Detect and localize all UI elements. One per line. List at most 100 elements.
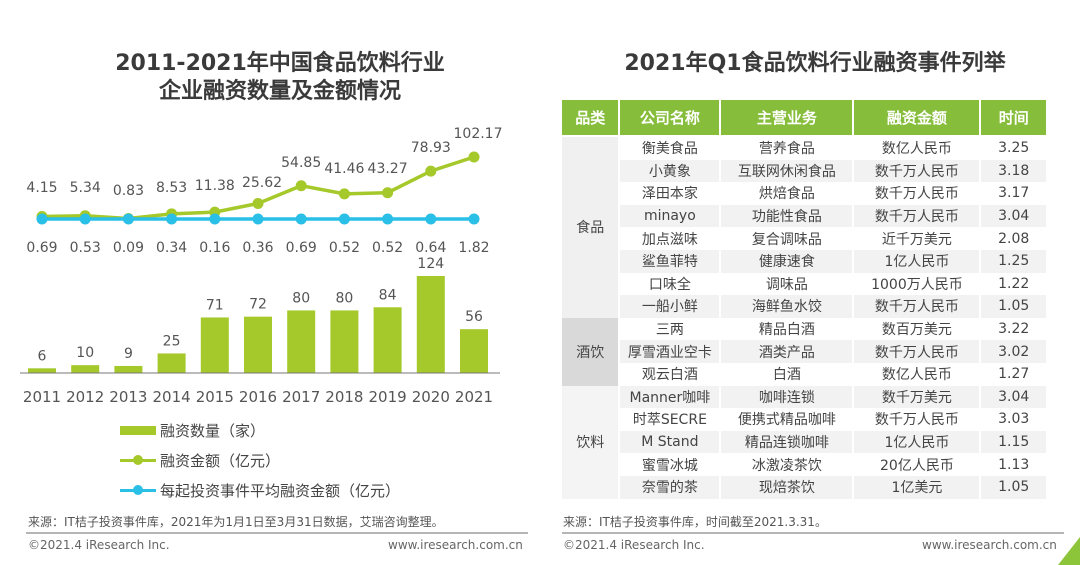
amount-cell: 数千万人民币	[854, 340, 980, 363]
right-table-title: 2021年Q1食品饮料行业融资事件列举	[624, 51, 1006, 76]
average-value-label: 0.34	[156, 240, 187, 256]
x-tick-label: 2019	[369, 388, 407, 406]
time-cell: 2.08	[981, 227, 1046, 250]
average-value-label: 0.64	[415, 240, 446, 256]
left-chart-title: 2011-2021年中国食品饮料行业 企业融资数量及金额情况	[20, 50, 540, 106]
time-cell: 3.04	[981, 204, 1046, 228]
right-website-link[interactable]: www.iresearch.com.cn	[922, 538, 1057, 552]
amount-cell: 数千万人民币	[854, 408, 980, 431]
x-tick-label: 2011	[23, 388, 61, 406]
category-cell: 饮料	[562, 385, 619, 499]
category-cell: 食品	[562, 137, 619, 318]
time-cell: 3.17	[981, 182, 1046, 205]
x-tick-label: 2021	[455, 388, 493, 406]
average-value-label: 0.09	[113, 240, 144, 256]
x-tick-label: 2020	[412, 388, 450, 406]
legend-bar-swatch-icon	[120, 425, 156, 435]
amount-cell: 1亿人民币	[854, 249, 980, 273]
bar-2017	[287, 310, 316, 373]
average-point	[338, 213, 350, 225]
amount-point	[295, 180, 307, 192]
x-tick-label: 2012	[66, 388, 104, 406]
bar-value-label: 9	[124, 346, 133, 362]
average-point	[425, 213, 437, 225]
time-cell: 1.15	[981, 430, 1046, 454]
average-value-label: 0.69	[26, 240, 57, 256]
right-copyright: ©2021.4 iResearch Inc.	[563, 538, 705, 552]
time-cell: 1.05	[981, 475, 1046, 499]
company-cell: 一船小鲜	[620, 295, 720, 318]
table-body: 食品 衡美食品 营养食品 数亿人民币 3.25 小黄象 互联网休闲食品 数千万人民币 3.18 泽…	[562, 137, 1046, 499]
average-value-label: 0.53	[70, 240, 101, 256]
left-title-line1: 2011-2021年中国食品饮料行业	[115, 51, 445, 76]
business-cell: 健康速食	[721, 249, 853, 273]
business-cell: 冰激凌茶饮	[721, 453, 853, 476]
time-cell: 1.05	[981, 295, 1046, 318]
bar-value-label: 124	[417, 256, 444, 272]
table-row: 厚雪酒业空卡 酒类产品 数千万人民币 3.02	[562, 340, 1046, 363]
x-tick-label: 2015	[196, 388, 234, 406]
table-row: 鲨鱼菲特 健康速食 1亿人民币 1.25	[562, 249, 1046, 273]
table-row: 加点滋味 复合调味品 近千万美元 2.08	[562, 227, 1046, 250]
legend-blue-line-icon	[120, 484, 156, 496]
legend-label: 每起投资事件平均融资金额（亿元）	[160, 481, 401, 500]
business-cell: 调味品	[721, 272, 853, 296]
bar-2015	[200, 317, 229, 373]
amount-cell: 数千万人民币	[854, 204, 980, 228]
table-row: 泽田本家 烘焙食品 数千万人民币 3.17	[562, 182, 1046, 205]
table-row: 一船小鲜 海鲜鱼水饺 数千万人民币 1.05	[562, 295, 1046, 318]
company-cell: 加点滋味	[620, 227, 720, 250]
legend-item-count: 融资数量（家）	[120, 415, 400, 445]
business-cell: 精品连锁咖啡	[721, 430, 853, 454]
table-row: 饮料 Manner咖啡 咖啡连锁 数千万美元 3.04	[562, 385, 1046, 499]
business-cell: 酒类产品	[721, 340, 853, 363]
average-point	[468, 213, 480, 225]
amount-cell: 1亿美元	[854, 475, 980, 499]
amount-cell: 数亿人民币	[854, 137, 980, 160]
average-value-label: 0.69	[286, 240, 317, 256]
table-row: 酒饮 三两 精品白酒 数百万美元 3.22	[562, 317, 1046, 386]
company-cell: 时萃SECRE	[620, 408, 720, 431]
right-divider	[562, 532, 1064, 534]
business-cell: 复合调味品	[721, 227, 853, 250]
bar-value-label: 80	[335, 290, 353, 306]
business-cell: 精品白酒	[721, 317, 853, 341]
business-cell: 烘焙食品	[721, 182, 853, 205]
company-cell: 鲨鱼菲特	[620, 249, 720, 273]
funding-events-table: 品类 公司名称 主营业务 融资金额 时间 食品 衡美食品 营养食品 数亿人民币 3.25…	[560, 100, 1048, 499]
header-company: 公司名称	[620, 100, 720, 137]
time-cell: 1.22	[981, 272, 1046, 296]
company-cell: 奈雪的茶	[620, 475, 720, 499]
bar-2020	[416, 276, 445, 373]
amount-point	[338, 188, 350, 200]
company-cell: 衡美食品	[620, 137, 720, 160]
average-value-label: 1.82	[458, 240, 489, 256]
amount-cell: 数亿人民币	[854, 362, 980, 386]
header-category: 品类	[562, 100, 619, 137]
table-row: 时萃SECRE 便携式精品咖啡 数千万人民币 3.03	[562, 408, 1046, 431]
x-tick-label: 2016	[239, 388, 277, 406]
company-cell: 三两	[620, 317, 720, 341]
business-cell: 咖啡连锁	[721, 385, 853, 409]
amount-value-label: 25.62	[242, 175, 282, 191]
table-row: 奈雪的茶 现焙茶饮 1亿美元 1.05	[562, 475, 1046, 499]
x-tick-label: 2014	[153, 388, 191, 406]
amount-value-label: 0.83	[113, 183, 144, 199]
amount-point	[425, 165, 437, 177]
average-point	[209, 213, 221, 225]
left-website-link[interactable]: www.iresearch.com.cn	[388, 538, 523, 552]
average-point	[166, 213, 178, 225]
time-cell: 1.13	[981, 453, 1046, 476]
amount-point	[382, 187, 394, 199]
right-source-note: 来源：IT桔子投资事件库，时间截至2021.3.31。	[563, 515, 827, 529]
average-point	[79, 213, 91, 225]
business-cell: 海鲜鱼水饺	[721, 295, 853, 318]
amount-cell: 1亿人民币	[854, 430, 980, 454]
amount-value-label: 8.53	[156, 180, 187, 196]
amount-cell: 20亿人民币	[854, 453, 980, 476]
bar-2018	[330, 310, 359, 373]
header-amount: 融资金额	[854, 100, 980, 137]
chart-legend: 融资数量（家） 融资金额（亿元） 每起投资事件平均融资金额（亿元）	[120, 415, 400, 505]
header-time: 时间	[981, 100, 1046, 137]
business-cell: 现焙茶饮	[721, 475, 853, 499]
